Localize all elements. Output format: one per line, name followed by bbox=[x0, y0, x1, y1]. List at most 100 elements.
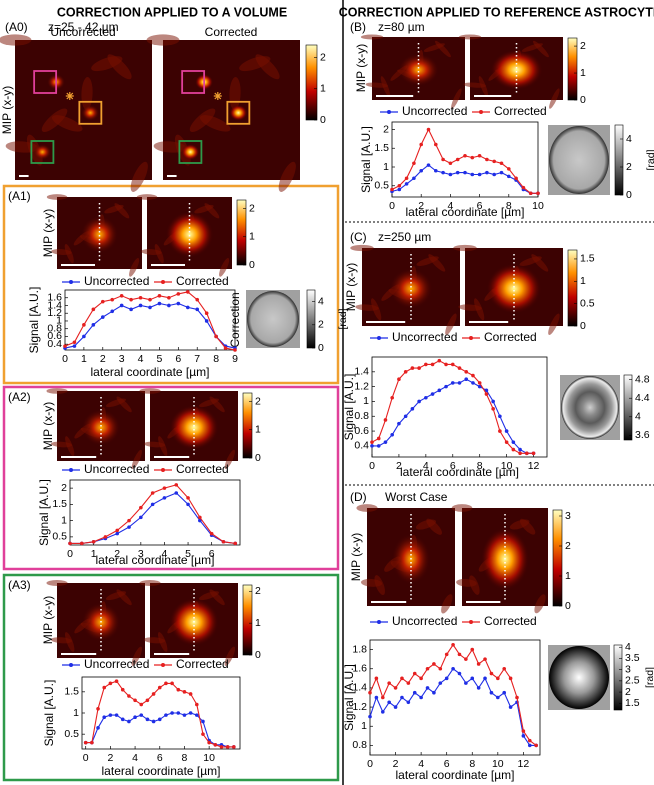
data-point bbox=[115, 528, 120, 533]
data-point bbox=[511, 447, 516, 452]
y-axis-label: Signal [A.U.] bbox=[342, 374, 356, 441]
data-point bbox=[194, 702, 199, 707]
legend-marker bbox=[69, 468, 73, 472]
speckle bbox=[0, 34, 32, 46]
image-axis-label: MIP (x-y) bbox=[344, 263, 358, 311]
speckle bbox=[224, 449, 235, 470]
speckle bbox=[146, 34, 180, 46]
colorbar-tick-label: 4.8 bbox=[635, 373, 650, 385]
data-point bbox=[492, 172, 497, 177]
speckle bbox=[50, 637, 73, 644]
legend-label: Corrected bbox=[484, 614, 537, 628]
y-tick-label: 1.6 bbox=[47, 292, 62, 304]
speckle bbox=[105, 398, 126, 408]
legend-marker bbox=[161, 280, 165, 284]
speckle bbox=[51, 249, 72, 255]
x-tick-label: 6 bbox=[477, 200, 483, 212]
colorbar-tick-label: 0 bbox=[249, 259, 255, 271]
data-point bbox=[498, 429, 502, 433]
x-tick-label: 2 bbox=[107, 752, 113, 764]
legend-label: Uncorrected bbox=[84, 462, 149, 476]
data-point bbox=[148, 297, 152, 302]
data-point bbox=[91, 539, 96, 544]
image-content bbox=[139, 388, 235, 470]
colorbar-tick-label: 2 bbox=[626, 161, 632, 173]
legend-label: Corrected bbox=[176, 274, 229, 288]
colorbar bbox=[623, 374, 633, 441]
y-tick-label: 0.8 bbox=[47, 322, 62, 334]
data-point bbox=[120, 717, 125, 722]
legend-marker bbox=[161, 663, 165, 667]
data-point bbox=[72, 344, 77, 348]
speckle bbox=[129, 258, 140, 277]
x-tick-label: 6 bbox=[175, 353, 181, 365]
data-point bbox=[438, 666, 443, 671]
data-point bbox=[471, 373, 475, 378]
data-point bbox=[119, 303, 124, 308]
data-point bbox=[182, 690, 187, 694]
data-point bbox=[162, 496, 167, 500]
cell bbox=[398, 53, 439, 87]
data-point bbox=[470, 155, 475, 160]
y-tick-label: 1 bbox=[56, 315, 62, 327]
data-point bbox=[496, 695, 500, 700]
x-axis-label: lateral coordinate [µm] bbox=[400, 465, 519, 479]
y-axis-label: Signal [A.U.] bbox=[27, 287, 41, 354]
speckle bbox=[521, 43, 543, 52]
data-point bbox=[406, 700, 411, 705]
speckle bbox=[105, 591, 127, 601]
data-point bbox=[374, 676, 379, 681]
data-point bbox=[455, 157, 460, 162]
colorbar-tick-label: 3.5 bbox=[625, 652, 640, 664]
data-point bbox=[110, 309, 115, 314]
x-tick-label: 4 bbox=[138, 353, 144, 365]
x-tick-label: 0 bbox=[367, 758, 373, 770]
speckle bbox=[104, 204, 124, 214]
speckle bbox=[198, 398, 219, 408]
data-point bbox=[514, 176, 518, 181]
y-tick-label: 1.4 bbox=[352, 682, 367, 694]
colorbar bbox=[236, 199, 247, 266]
cell bbox=[389, 268, 433, 309]
asterisk bbox=[213, 92, 222, 100]
data-point bbox=[444, 676, 449, 681]
data-point bbox=[463, 170, 467, 175]
data-point bbox=[426, 163, 431, 167]
image-content bbox=[356, 504, 453, 614]
legend-marker bbox=[387, 110, 391, 114]
cell bbox=[169, 405, 219, 450]
speckle bbox=[423, 43, 445, 52]
data-point bbox=[151, 719, 156, 724]
data-point bbox=[145, 698, 150, 703]
data-point bbox=[485, 157, 489, 162]
colorbar-tick-label: 0 bbox=[320, 114, 326, 126]
data-point bbox=[397, 421, 401, 426]
x-tick-label: 10 bbox=[532, 200, 544, 212]
image-content bbox=[458, 34, 560, 109]
speckle bbox=[143, 441, 166, 448]
data-point bbox=[174, 483, 179, 487]
speckle bbox=[194, 204, 214, 214]
image-axis-label: MIP (x-y) bbox=[349, 533, 363, 581]
colorbar-tick-label: 4.4 bbox=[635, 392, 650, 404]
data-point bbox=[80, 541, 84, 546]
data-point bbox=[127, 694, 131, 698]
cell bbox=[229, 104, 248, 121]
image-axis-label: MIP (x-y) bbox=[354, 44, 368, 92]
data-point bbox=[477, 153, 482, 158]
data-point bbox=[186, 502, 190, 507]
colorbar-tick-label: 1 bbox=[565, 570, 571, 582]
data-point bbox=[508, 705, 513, 709]
speckle bbox=[143, 637, 166, 644]
data-point bbox=[176, 301, 181, 306]
data-point bbox=[91, 307, 96, 312]
speckle bbox=[509, 519, 530, 530]
data-point bbox=[380, 710, 385, 714]
speckle bbox=[463, 82, 486, 88]
colorbar-tick-label: 2 bbox=[625, 686, 631, 698]
data-point bbox=[477, 172, 482, 177]
data-point bbox=[201, 719, 205, 724]
data-point bbox=[102, 715, 107, 720]
data-point bbox=[502, 666, 507, 671]
data-point bbox=[100, 315, 105, 319]
